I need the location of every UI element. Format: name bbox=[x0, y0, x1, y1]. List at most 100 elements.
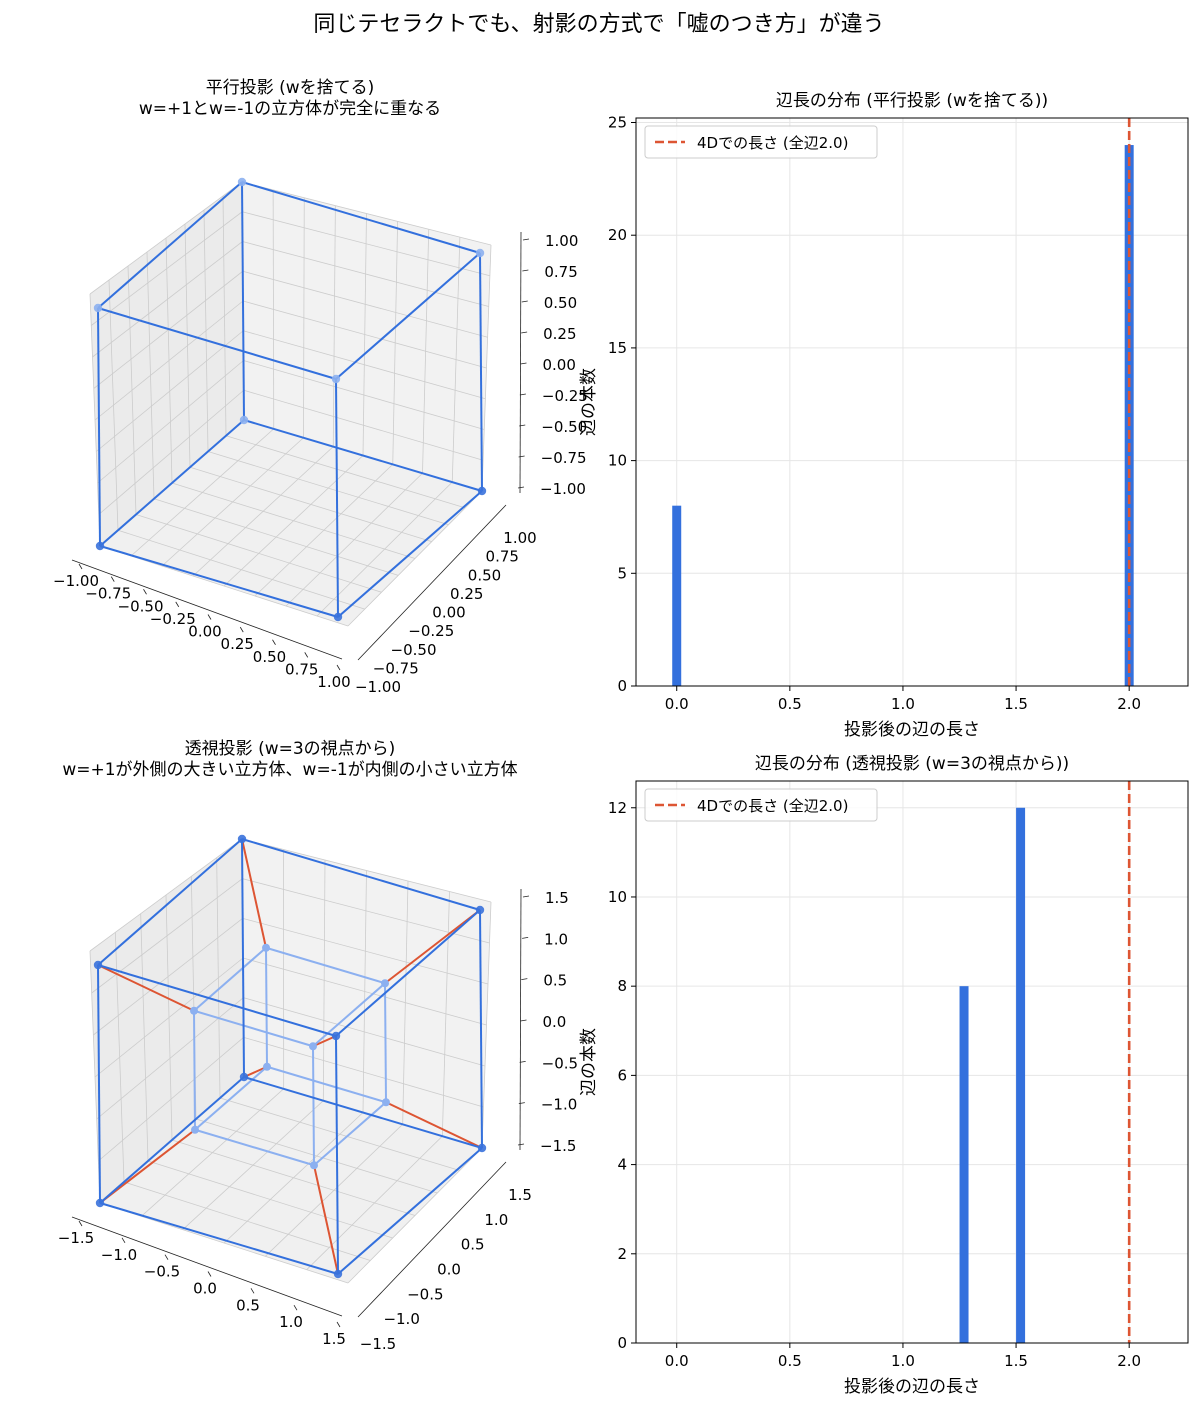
z-tick-label: −1.5 bbox=[540, 1137, 576, 1155]
x-tick-label: 0.75 bbox=[285, 660, 318, 678]
y-tick-label: 0.75 bbox=[486, 548, 519, 566]
y-tick-label: 0.00 bbox=[432, 604, 465, 622]
grid-line bbox=[153, 498, 399, 576]
inner-vertex bbox=[382, 1098, 390, 1107]
grid-line bbox=[92, 241, 243, 358]
z-tick-label: −0.50 bbox=[541, 418, 587, 436]
outer-vertex bbox=[333, 612, 343, 622]
legend-label: 4Dでの長さ (全辺2.0) bbox=[697, 134, 848, 152]
outer-cube-edge bbox=[243, 419, 483, 492]
outer-vertex bbox=[93, 960, 103, 970]
z-tick bbox=[522, 895, 530, 898]
x-tick-label: 1.5 bbox=[1004, 695, 1028, 713]
y-tick-label: 1.0 bbox=[484, 1211, 508, 1229]
y-tick-label: 15 bbox=[608, 339, 627, 357]
grid-line bbox=[481, 901, 492, 1149]
grid-line bbox=[89, 950, 101, 1204]
y-tick-label: −1.5 bbox=[360, 1335, 396, 1353]
x-axis-line bbox=[71, 1216, 343, 1317]
connector-edge bbox=[99, 1128, 196, 1204]
x-tick-label: 1.0 bbox=[891, 1352, 915, 1370]
outer-cube-edge bbox=[97, 964, 101, 1204]
grid-line bbox=[481, 244, 492, 492]
outer-cube-edge bbox=[97, 307, 337, 380]
inner-vertex bbox=[191, 1125, 199, 1134]
panel-3-title: 透視投影 (w=3の視点から) w=+1が外側の大きい立方体、w=-1が内側の小… bbox=[20, 739, 560, 781]
x-tick bbox=[110, 576, 115, 582]
panel-1-title: 平行投影 (wを捨てる) w=+1とw=-1の立方体が完全に重なる bbox=[60, 78, 520, 120]
outer-cube-edge bbox=[335, 252, 481, 380]
inner-cube-edge bbox=[194, 1065, 268, 1131]
outer-cube-edge bbox=[241, 181, 481, 254]
histogram-bar bbox=[672, 505, 682, 686]
inner-cube-edge bbox=[265, 947, 268, 1067]
inner-cube-edge bbox=[193, 1009, 314, 1048]
y-tick-label: 25 bbox=[608, 114, 627, 132]
grid-line bbox=[241, 838, 492, 903]
x-tick bbox=[239, 626, 244, 633]
x-tick-label: 0.5 bbox=[778, 1352, 802, 1370]
outer-cube-edge bbox=[97, 307, 101, 547]
x-tick-label: 0.0 bbox=[665, 695, 689, 713]
y-tick-label: 10 bbox=[608, 452, 627, 470]
grid-line bbox=[127, 265, 137, 515]
inner-cube-edge bbox=[384, 983, 387, 1103]
y-tick-label: −0.25 bbox=[408, 622, 454, 640]
grid-line bbox=[89, 181, 243, 295]
grid-line bbox=[108, 279, 119, 531]
z-tick-label: −1.00 bbox=[540, 480, 586, 498]
y-axis-label: 辺の本数 bbox=[579, 368, 599, 436]
outer-cube-edge bbox=[97, 964, 337, 1037]
x-axis-label: 投影後の辺の長さ bbox=[844, 720, 980, 740]
outer-vertex bbox=[239, 415, 249, 425]
x-tick-label: 1.0 bbox=[279, 1313, 303, 1331]
x-axis-label: 投影後の辺の長さ bbox=[844, 1377, 980, 1397]
plot-frame bbox=[635, 780, 1189, 1344]
outer-vertex bbox=[237, 834, 247, 844]
y-axis-line bbox=[357, 1161, 507, 1318]
grid-line bbox=[135, 514, 382, 593]
x-tick bbox=[78, 563, 83, 570]
z-tick bbox=[522, 238, 530, 241]
outer-cube-edge bbox=[243, 1076, 483, 1149]
panel-3-title-line1: 透視投影 (w=3の視点から) bbox=[184, 739, 396, 759]
x-tick bbox=[143, 589, 147, 595]
x-tick-label: 0.0 bbox=[193, 1280, 217, 1298]
x-tick bbox=[336, 664, 341, 671]
inner-cube-edge bbox=[193, 946, 267, 1012]
z-tick-label: 0.75 bbox=[544, 263, 577, 281]
x-tick-label: −1.5 bbox=[58, 1229, 94, 1247]
z-tick bbox=[518, 1102, 525, 1105]
x-tick bbox=[272, 639, 276, 645]
outer-cube-edge bbox=[241, 838, 245, 1078]
inner-vertex bbox=[190, 1006, 198, 1015]
outer-vertex bbox=[475, 248, 485, 258]
connector-edge bbox=[241, 838, 267, 948]
outer-cube-edge bbox=[97, 838, 243, 966]
y-tick-label: 0.25 bbox=[450, 585, 483, 603]
y-tick-label: 5 bbox=[617, 564, 627, 582]
x-tick-label: −0.5 bbox=[144, 1263, 180, 1281]
chart-title: 辺長の分布 (平行投影 (wを捨てる)) bbox=[776, 91, 1048, 111]
inner-vertex bbox=[381, 979, 389, 988]
z-tick bbox=[520, 1019, 527, 1022]
x-tick bbox=[293, 1304, 298, 1311]
plot-frame bbox=[635, 117, 1189, 687]
outer-cube-edge bbox=[99, 1202, 339, 1275]
grid-line bbox=[146, 251, 155, 499]
inner-vertex bbox=[263, 1062, 271, 1071]
panel-1-title-line1: 平行投影 (wを捨てる) bbox=[205, 78, 375, 98]
grid-line bbox=[117, 529, 365, 610]
z-tick bbox=[521, 978, 528, 981]
x-tick bbox=[121, 1237, 126, 1244]
grid-line bbox=[94, 300, 244, 421]
histogram-bar bbox=[1016, 807, 1026, 1343]
x-tick bbox=[78, 1220, 83, 1227]
y-tick-label: 6 bbox=[617, 1066, 627, 1084]
z-tick-label: 0.50 bbox=[544, 294, 577, 312]
grid-line bbox=[242, 878, 490, 944]
connector-edge bbox=[97, 964, 195, 1012]
outer-vertex bbox=[93, 303, 103, 313]
y-tick-label: −1.00 bbox=[355, 678, 401, 696]
x-tick-label: 0.0 bbox=[665, 1352, 689, 1370]
